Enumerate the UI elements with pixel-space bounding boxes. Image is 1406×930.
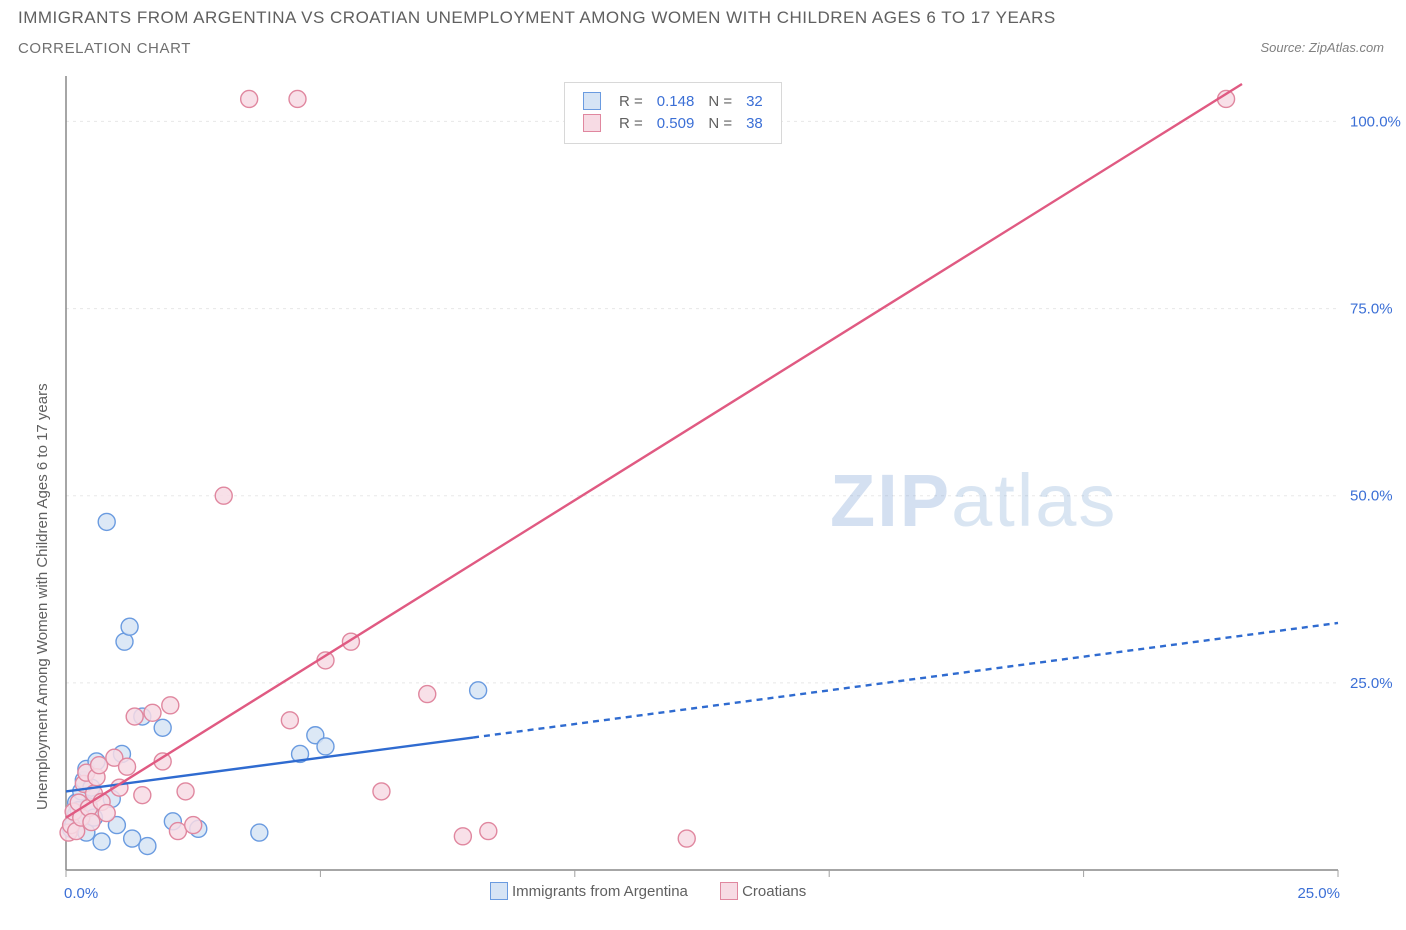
swatch-croatians [583, 114, 601, 132]
legend-n-label: N = [702, 91, 738, 111]
trendline-croatians [66, 84, 1242, 818]
x-tick-label: 0.0% [64, 885, 98, 902]
legend-item-croatians: Croatians [720, 882, 806, 900]
data-point-croatians [289, 90, 306, 107]
data-point-argentina [154, 719, 171, 736]
data-point-croatians [241, 90, 258, 107]
data-point-argentina [317, 738, 334, 755]
data-point-argentina [93, 833, 110, 850]
y-tick-label: 100.0% [1350, 113, 1401, 130]
data-point-croatians [169, 823, 186, 840]
legend-label-argentina: Immigrants from Argentina [512, 883, 688, 900]
legend-item-argentina: Immigrants from Argentina [490, 882, 688, 900]
y-axis-title: Unemployment Among Women with Children A… [34, 383, 51, 810]
data-point-croatians [134, 787, 151, 804]
y-tick-label: 25.0% [1350, 675, 1393, 692]
data-point-croatians [678, 830, 695, 847]
data-point-argentina [124, 830, 141, 847]
series-legend: Immigrants from Argentina Croatians [490, 882, 834, 904]
data-point-croatians [177, 783, 194, 800]
y-tick-label: 75.0% [1350, 301, 1393, 318]
correlation-legend-table: R = 0.148 N = 32 R = 0.509 N = 38 [575, 89, 771, 135]
data-point-argentina [98, 513, 115, 530]
data-point-argentina [470, 682, 487, 699]
data-point-croatians [480, 823, 497, 840]
data-point-croatians [91, 757, 108, 774]
data-point-croatians [454, 828, 471, 845]
legend-r-label: R = [613, 91, 649, 111]
legend-n-value-argentina: 32 [740, 91, 769, 111]
y-tick-label: 50.0% [1350, 488, 1393, 505]
legend-row-croatians: R = 0.509 N = 38 [577, 113, 769, 133]
data-point-croatians [144, 704, 161, 721]
data-point-croatians [373, 783, 390, 800]
legend-r-value-croatians: 0.509 [651, 113, 701, 133]
legend-label-croatians: Croatians [742, 883, 806, 900]
data-point-croatians [185, 817, 202, 834]
legend-r-value-argentina: 0.148 [651, 91, 701, 111]
swatch-argentina [490, 882, 508, 900]
legend-r-label: R = [613, 113, 649, 133]
trendline-argentina-dashed [473, 623, 1338, 738]
data-point-croatians [98, 805, 115, 822]
data-point-croatians [215, 487, 232, 504]
source-attribution: Source: ZipAtlas.com [1260, 40, 1384, 55]
chart-title: IMMIGRANTS FROM ARGENTINA VS CROATIAN UN… [18, 8, 1056, 28]
chart-subtitle: CORRELATION CHART [18, 40, 191, 57]
legend-row-argentina: R = 0.148 N = 32 [577, 91, 769, 111]
legend-n-value-croatians: 38 [740, 113, 769, 133]
data-point-croatians [419, 686, 436, 703]
data-point-argentina [121, 618, 138, 635]
data-point-croatians [126, 708, 143, 725]
data-point-croatians [83, 814, 100, 831]
x-tick-label: 25.0% [1297, 885, 1340, 902]
swatch-croatians [720, 882, 738, 900]
data-point-argentina [251, 824, 268, 841]
scatter-chart-svg: 25.0% 50.0% 75.0% 100.0% 0.0% 25.0% [0, 68, 1406, 930]
legend-n-label: N = [702, 113, 738, 133]
correlation-legend: R = 0.148 N = 32 R = 0.509 N = 38 [564, 82, 782, 144]
data-point-croatians [281, 712, 298, 729]
data-point-croatians [119, 758, 136, 775]
swatch-argentina [583, 92, 601, 110]
data-point-argentina [139, 838, 156, 855]
chart-container: 25.0%50.0%75.0%100.0%0.0%25.0% ZIPatlas … [0, 68, 1406, 930]
data-point-croatians [162, 697, 179, 714]
